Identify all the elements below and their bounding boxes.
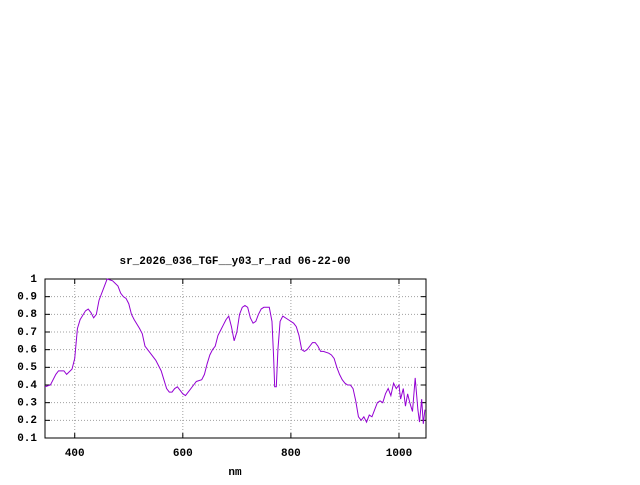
y-tick-label: 1	[30, 274, 37, 286]
x-tick-label: 400	[65, 448, 85, 460]
plot-frame	[44, 278, 427, 439]
y-tick-label: 0.6	[17, 345, 37, 357]
y-tick-label: 0.5	[17, 362, 37, 374]
y-tick-label: 0.9	[17, 292, 37, 304]
chart-title: sr_2026_036_TGF__y03_r_rad 06-22-00	[119, 256, 350, 268]
data-line	[44, 278, 426, 424]
y-tick-label: 0.3	[17, 398, 37, 410]
x-tick-label: 800	[281, 448, 301, 460]
y-tick-label: 0.7	[17, 327, 37, 339]
x-tick-label: 600	[173, 448, 193, 460]
y-tick-label: 0.4	[17, 380, 37, 392]
y-tick-label: 0.8	[17, 309, 37, 321]
x-axis-label: nm	[228, 467, 242, 479]
x-tick-label: 1000	[386, 448, 412, 460]
y-tick-label: 0.2	[17, 415, 37, 427]
y-tick-label: 0.1	[17, 433, 37, 445]
